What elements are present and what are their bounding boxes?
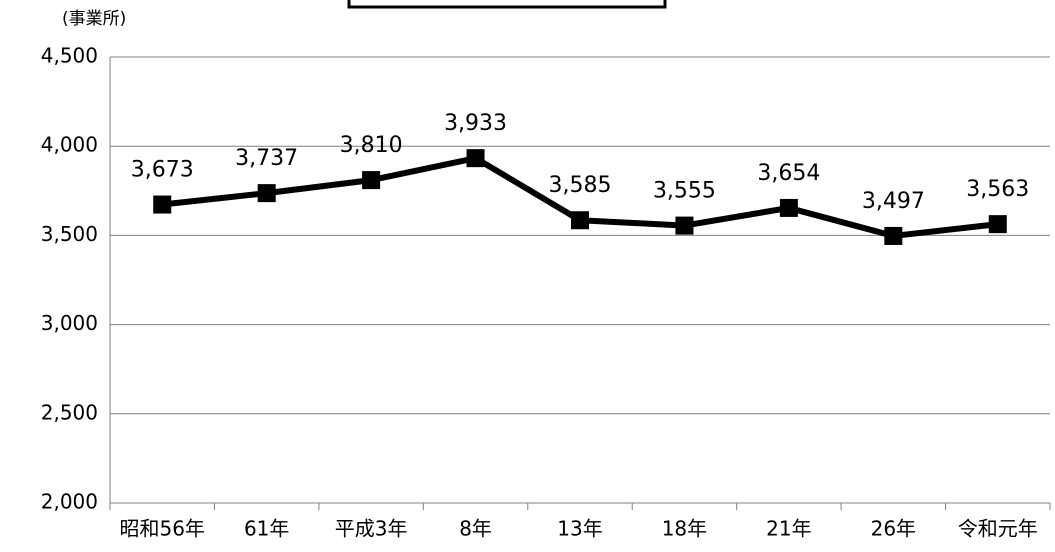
x-tick-label: 21年: [766, 517, 811, 541]
header-box: [347, 0, 667, 9]
x-tick-label: 26年: [871, 517, 916, 541]
x-tick-label: 8年: [459, 517, 492, 541]
data-label: 3,563: [966, 177, 1029, 202]
marker: [675, 216, 694, 235]
data-label: 3,585: [549, 173, 612, 198]
marker: [571, 211, 589, 230]
y-tick-label: 4,000: [41, 133, 98, 157]
marker: [988, 215, 1007, 234]
y-tick-label: 3,000: [41, 311, 98, 335]
x-tick-label: 61年: [244, 517, 289, 541]
marker: [466, 149, 485, 168]
data-label: 3,933: [444, 111, 507, 136]
data-label: 3,810: [340, 133, 403, 158]
x-tick-label: 13年: [557, 517, 602, 541]
x-tick-label: 平成3年: [335, 517, 408, 541]
data-label: 3,673: [131, 158, 194, 183]
y-tick-label: 4,500: [41, 44, 98, 68]
y-tick-label: 2,000: [41, 490, 98, 514]
marker: [153, 195, 172, 214]
x-tick-label: 18年: [662, 517, 707, 541]
y-tick-label: 3,500: [41, 222, 98, 246]
x-tick-label: 令和元年: [958, 517, 1038, 541]
x-tick-label: 昭和56年: [119, 517, 204, 541]
y-axis-label: (事業所): [62, 9, 126, 29]
marker: [257, 184, 276, 203]
marker: [779, 198, 798, 217]
y-tick-label: 2,500: [41, 400, 98, 424]
marker: [362, 171, 381, 190]
data-label: 3,555: [653, 179, 716, 204]
data-label: 3,654: [757, 161, 820, 186]
marker: [884, 226, 903, 245]
data-label: 3,737: [235, 146, 298, 171]
data-label: 3,497: [862, 189, 925, 214]
